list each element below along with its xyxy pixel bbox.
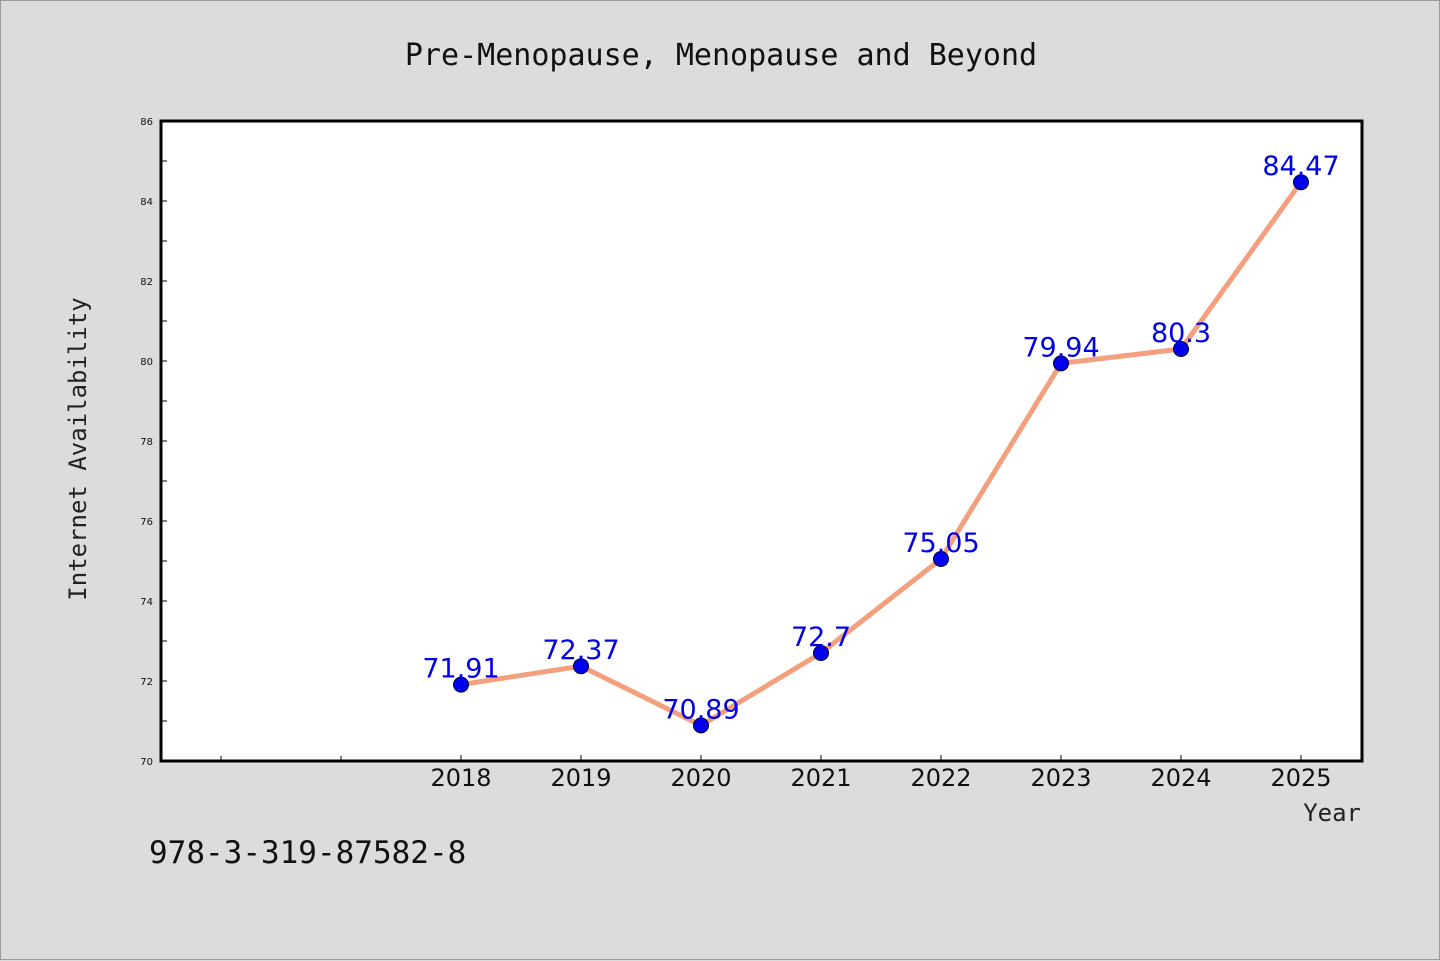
y-tick-label: 78	[140, 437, 153, 448]
data-point	[453, 676, 469, 693]
y-tick-label: 80	[140, 357, 153, 368]
series-line-group: 71.91 72.37 70.89 72.7 75.05 79.94 80.3 84.47	[422, 151, 1340, 734]
x-tick-label: 2025	[1270, 764, 1331, 792]
y-tick-label: 86	[140, 117, 153, 128]
y-axis: 70 72 74 76 78 80 82 84 86	[140, 117, 167, 768]
x-tick-label: 2024	[1150, 764, 1211, 792]
x-tick-label: 2020	[670, 764, 731, 792]
x-tick-label: 2022	[910, 764, 971, 792]
data-label: 72.37	[542, 635, 619, 666]
data-point	[933, 551, 949, 567]
data-label: 72.7	[791, 622, 851, 653]
data-point	[813, 645, 829, 661]
x-tick-label: 2019	[550, 764, 611, 792]
y-tick-label: 74	[140, 597, 153, 608]
data-label: 84.47	[1262, 151, 1339, 182]
y-tick-label: 82	[140, 277, 153, 288]
data-label: 75.05	[902, 528, 979, 559]
data-label: 71.91	[422, 654, 499, 685]
plot-area	[159, 119, 1364, 763]
y-tick-label: 76	[140, 517, 153, 528]
data-point	[1053, 355, 1069, 372]
data-point	[1293, 174, 1309, 191]
isbn-text: 978-3-319-87582-8	[149, 835, 467, 871]
data-point	[693, 717, 709, 734]
x-axis-label: Year	[1303, 799, 1361, 827]
y-tick-label: 72	[140, 677, 153, 688]
data-label: 70.89	[662, 694, 739, 725]
data-label: 80.3	[1151, 318, 1211, 349]
data-point	[573, 658, 589, 675]
chart-title: Pre-Menopause, Menopause and Beyond	[405, 38, 1037, 73]
data-label: 79.94	[1022, 332, 1099, 363]
data-point	[1173, 341, 1189, 357]
x-axis: 2018 2019 2020 2021 2022 2023 2024 2025	[220, 755, 1332, 792]
x-tick-label: 2023	[1030, 764, 1091, 792]
y-axis-label: Internet Availability	[64, 297, 92, 600]
x-tick-label: 2018	[430, 764, 491, 792]
y-tick-label: 70	[140, 757, 153, 768]
x-tick-label: 2021	[790, 764, 851, 792]
series-line	[458, 179, 1304, 728]
y-tick-label: 84	[140, 197, 153, 208]
